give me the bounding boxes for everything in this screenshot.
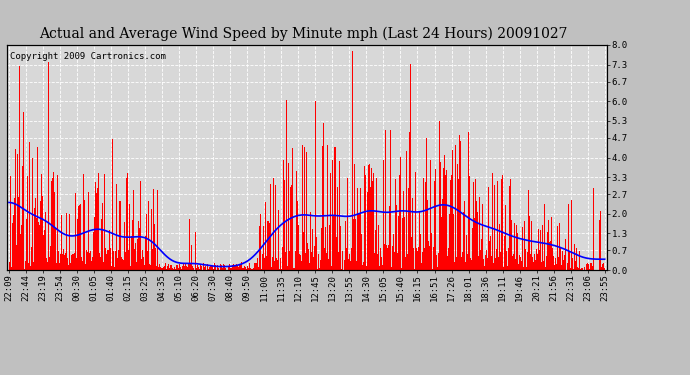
Text: Copyright 2009 Cartronics.com: Copyright 2009 Cartronics.com — [10, 52, 166, 61]
Text: Actual and Average Wind Speed by Minute mph (Last 24 Hours) 20091027: Actual and Average Wind Speed by Minute … — [39, 26, 568, 40]
